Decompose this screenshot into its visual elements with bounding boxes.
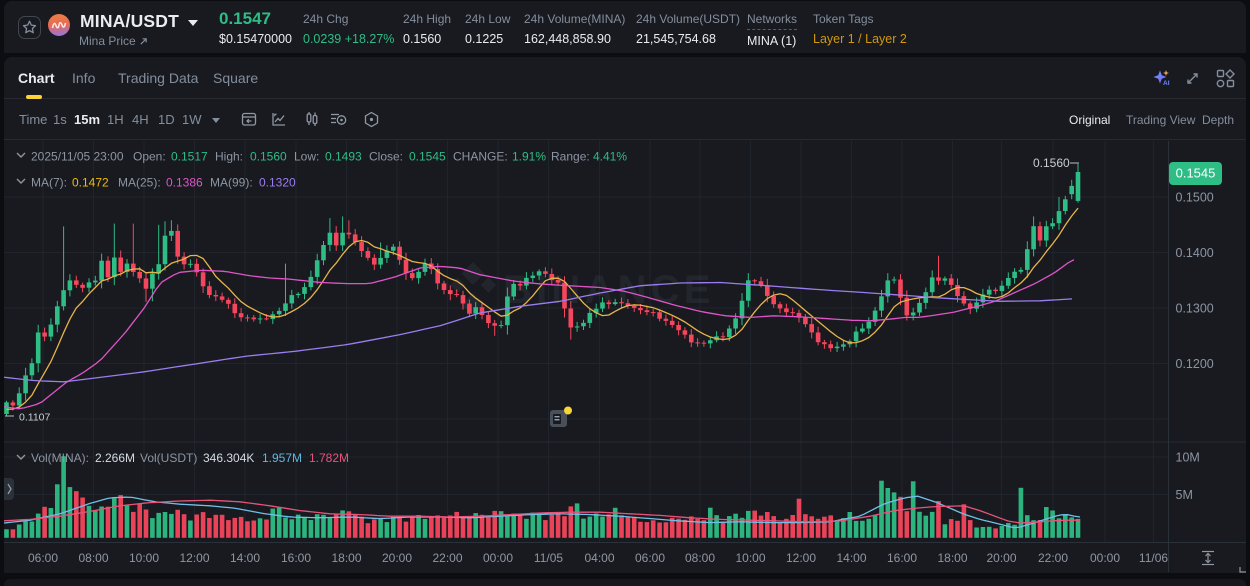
svg-text:08:00: 08:00 [685, 551, 715, 565]
svg-text:1.782M: 1.782M [309, 451, 349, 465]
svg-text:22:00: 22:00 [1038, 551, 1068, 565]
svg-text:06:00: 06:00 [635, 551, 665, 565]
svg-text:0.1300: 0.1300 [1176, 302, 1214, 316]
svg-text:20:00: 20:00 [382, 551, 412, 565]
svg-text:High:: High: [215, 150, 243, 164]
svg-text:06:00: 06:00 [28, 551, 58, 565]
svg-text:14:00: 14:00 [230, 551, 260, 565]
svg-text:11/05: 11/05 [534, 551, 563, 565]
svg-text:4.41%: 4.41% [593, 150, 627, 164]
svg-text:0.1386: 0.1386 [166, 176, 203, 190]
svg-text:20:00: 20:00 [986, 551, 1016, 565]
svg-text:0.1500: 0.1500 [1176, 191, 1214, 205]
svg-text:2025/11/05 23:00: 2025/11/05 23:00 [31, 150, 124, 164]
svg-text:0.1493: 0.1493 [325, 150, 362, 164]
svg-text:12:00: 12:00 [179, 551, 209, 565]
svg-text:16:00: 16:00 [887, 551, 917, 565]
svg-text:0.1200: 0.1200 [1176, 357, 1214, 371]
svg-text:0.1560: 0.1560 [250, 150, 287, 164]
svg-text:CHANGE:: CHANGE: [453, 150, 508, 164]
svg-text:AI: AI [1163, 80, 1170, 87]
svg-text:0.1517: 0.1517 [171, 150, 208, 164]
svg-text:MA(25):: MA(25): [118, 176, 161, 190]
svg-text:Range:: Range: [551, 150, 590, 164]
svg-text:Vol(USDT): Vol(USDT) [140, 451, 197, 465]
svg-text:Open:: Open: [133, 150, 166, 164]
svg-text:0.1107: 0.1107 [19, 412, 50, 424]
svg-text:0.1400: 0.1400 [1176, 246, 1214, 260]
svg-text:0.1472: 0.1472 [72, 176, 109, 190]
svg-text:0.1560: 0.1560 [1033, 156, 1070, 170]
svg-text:1.957M: 1.957M [262, 451, 302, 465]
svg-text:Vol(MINA):: Vol(MINA): [31, 451, 89, 465]
svg-text:16:00: 16:00 [281, 551, 311, 565]
svg-text:MA(7):: MA(7): [31, 176, 67, 190]
svg-text:10:00: 10:00 [129, 551, 159, 565]
svg-text:11/06: 11/06 [1139, 551, 1168, 565]
svg-text:0.1545: 0.1545 [1176, 166, 1216, 181]
svg-text:0.1320: 0.1320 [259, 176, 296, 190]
svg-text:5M: 5M [1176, 488, 1193, 502]
svg-text:14:00: 14:00 [836, 551, 866, 565]
svg-text:18:00: 18:00 [331, 551, 361, 565]
svg-text:18:00: 18:00 [937, 551, 967, 565]
svg-text:04:00: 04:00 [584, 551, 614, 565]
svg-text:08:00: 08:00 [78, 551, 108, 565]
svg-text:1.91%: 1.91% [512, 150, 546, 164]
svg-text:Low:: Low: [294, 150, 319, 164]
svg-text:10M: 10M [1176, 451, 1200, 465]
svg-text:12:00: 12:00 [786, 551, 816, 565]
svg-text:00:00: 00:00 [1090, 551, 1120, 565]
svg-text:Close:: Close: [369, 150, 403, 164]
svg-text:2.266M: 2.266M [95, 451, 135, 465]
svg-text:00:00: 00:00 [483, 551, 513, 565]
svg-text:0.1545: 0.1545 [409, 150, 446, 164]
svg-text:MA(99):: MA(99): [210, 176, 253, 190]
svg-text:346.304K: 346.304K [203, 451, 254, 465]
svg-text:22:00: 22:00 [432, 551, 462, 565]
svg-text:10:00: 10:00 [735, 551, 765, 565]
